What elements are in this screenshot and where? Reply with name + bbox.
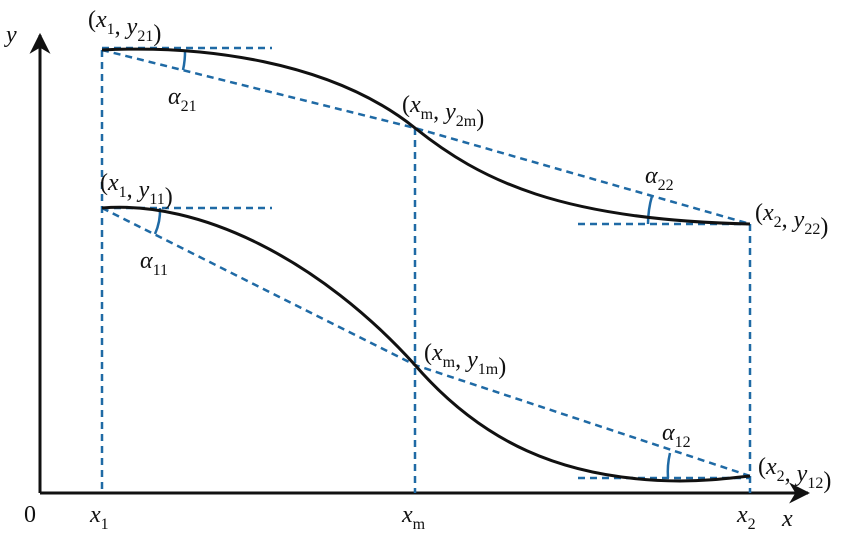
- symbol: α: [168, 84, 181, 110]
- symbol: α: [140, 248, 153, 274]
- subscript: 2: [774, 214, 782, 231]
- text: (: [402, 92, 410, 118]
- x-mark: xm: [401, 502, 426, 533]
- subscript: 1: [119, 184, 127, 201]
- point-label: (x2, y12): [758, 454, 831, 494]
- symbol: y: [465, 347, 478, 373]
- symbol: y: [443, 99, 456, 125]
- subscript: 12: [807, 475, 823, 492]
- subscript: m: [421, 106, 434, 123]
- axis-label: 0: [24, 502, 36, 528]
- subscript: 22: [804, 221, 820, 238]
- text: ): [498, 354, 506, 380]
- symbol: α: [662, 420, 675, 446]
- symbol: x: [409, 92, 421, 118]
- symbol: x: [89, 502, 101, 528]
- subscript: 11: [153, 262, 168, 279]
- subscript: 12: [675, 434, 691, 451]
- point-label: α21: [168, 84, 197, 115]
- subscript: 2m: [456, 113, 477, 130]
- symbol: x: [431, 340, 443, 366]
- point-label: (xm, y1m): [424, 340, 506, 380]
- subscript: 21: [137, 28, 153, 45]
- subscript: 1m: [478, 361, 499, 378]
- symbol: x: [401, 502, 413, 528]
- text: ): [820, 214, 828, 240]
- text: ,: [127, 177, 139, 203]
- axis-label: y: [4, 22, 17, 48]
- subscript: 1: [107, 21, 115, 38]
- x-mark: x1: [89, 502, 109, 533]
- symbol: y: [795, 461, 808, 487]
- point-label: α22: [645, 163, 674, 194]
- text: (: [88, 7, 96, 33]
- text: ): [476, 106, 484, 132]
- subscript: m: [413, 516, 426, 533]
- subscript: 21: [181, 98, 197, 115]
- point-label: α11: [140, 248, 168, 279]
- subscript: 11: [149, 191, 164, 208]
- point-label: (xm, y2m): [402, 92, 484, 132]
- text: (: [100, 170, 108, 196]
- x-mark: x2: [736, 502, 756, 533]
- text: ,: [115, 14, 127, 40]
- symbol: y: [125, 14, 138, 40]
- text: ,: [785, 461, 797, 487]
- point-label: (x1, y21): [88, 7, 161, 47]
- text: ,: [782, 207, 794, 233]
- point-label: (x2, y22): [755, 200, 828, 240]
- axis-label: x: [781, 506, 793, 532]
- point-label: α12: [662, 420, 691, 451]
- subscript: 1: [101, 516, 109, 533]
- curves: [101, 47, 751, 483]
- symbol: α: [645, 163, 658, 189]
- point-label: (x1, y11): [100, 170, 173, 210]
- subscript: 2: [748, 516, 756, 533]
- subscript: m: [443, 354, 456, 371]
- symbol: x: [95, 7, 107, 33]
- symbol: x: [107, 170, 119, 196]
- text: (: [755, 200, 763, 226]
- subscript: 22: [658, 177, 674, 194]
- symbol: y: [137, 177, 150, 203]
- text: ): [165, 184, 173, 210]
- symbol: x: [762, 200, 774, 226]
- text: ): [153, 21, 161, 47]
- symbol: x: [765, 454, 777, 480]
- text: ,: [455, 347, 467, 373]
- text: (: [424, 340, 432, 366]
- subscript: 2: [777, 468, 785, 485]
- text: ): [823, 468, 831, 494]
- symbol: y: [792, 207, 805, 233]
- text: (: [758, 454, 766, 480]
- text: ,: [433, 99, 445, 125]
- symbol: x: [736, 502, 748, 528]
